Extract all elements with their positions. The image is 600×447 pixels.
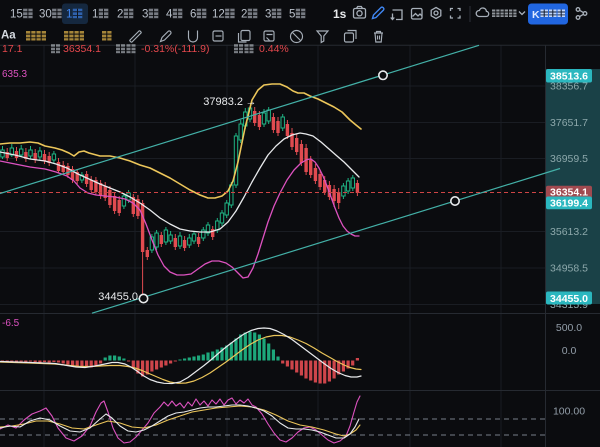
svg-text:36199.4: 36199.4	[550, 198, 588, 210]
svg-text:2: 2	[241, 9, 247, 21]
svg-text:15: 15	[10, 9, 23, 21]
svg-text:K: K	[532, 9, 540, 21]
svg-text:-0.31%(-111.9): -0.31%(-111.9)	[141, 43, 209, 55]
svg-text:6: 6	[190, 9, 196, 21]
svg-text:3: 3	[265, 9, 271, 21]
svg-text:0.0: 0.0	[562, 345, 577, 357]
svg-text:34455.0: 34455.0	[550, 293, 588, 305]
svg-text:34455.0: 34455.0	[98, 291, 138, 303]
svg-text:4: 4	[166, 9, 173, 21]
svg-text:12: 12	[212, 9, 225, 21]
svg-text:38513.6: 38513.6	[550, 71, 588, 83]
svg-text:1: 1	[92, 9, 98, 21]
svg-text:37983.2: 37983.2	[203, 96, 243, 108]
svg-text:Aa: Aa	[1, 30, 16, 42]
svg-text:1: 1	[66, 9, 72, 21]
svg-text:36354.1: 36354.1	[63, 43, 101, 55]
svg-text:17.1: 17.1	[2, 43, 23, 55]
svg-text:36354.1: 36354.1	[550, 187, 588, 199]
svg-text:0.44%: 0.44%	[259, 43, 289, 55]
svg-text:36959.5: 36959.5	[550, 153, 588, 165]
svg-text:37651.7: 37651.7	[550, 117, 588, 129]
svg-text:38356.7: 38356.7	[550, 81, 588, 93]
svg-text:2: 2	[117, 9, 123, 21]
svg-text:35613.2: 35613.2	[550, 226, 588, 238]
svg-text:-6.5: -6.5	[2, 318, 20, 329]
svg-text:5: 5	[289, 9, 295, 21]
svg-text:635.3: 635.3	[2, 69, 27, 80]
svg-text:→: →	[246, 96, 257, 108]
svg-text:1s: 1s	[333, 7, 347, 21]
svg-text:500.0: 500.0	[556, 322, 582, 334]
svg-text:30: 30	[39, 9, 52, 21]
svg-text:100.00: 100.00	[553, 406, 585, 418]
svg-text:34958.5: 34958.5	[550, 263, 588, 275]
svg-text:3: 3	[142, 9, 148, 21]
